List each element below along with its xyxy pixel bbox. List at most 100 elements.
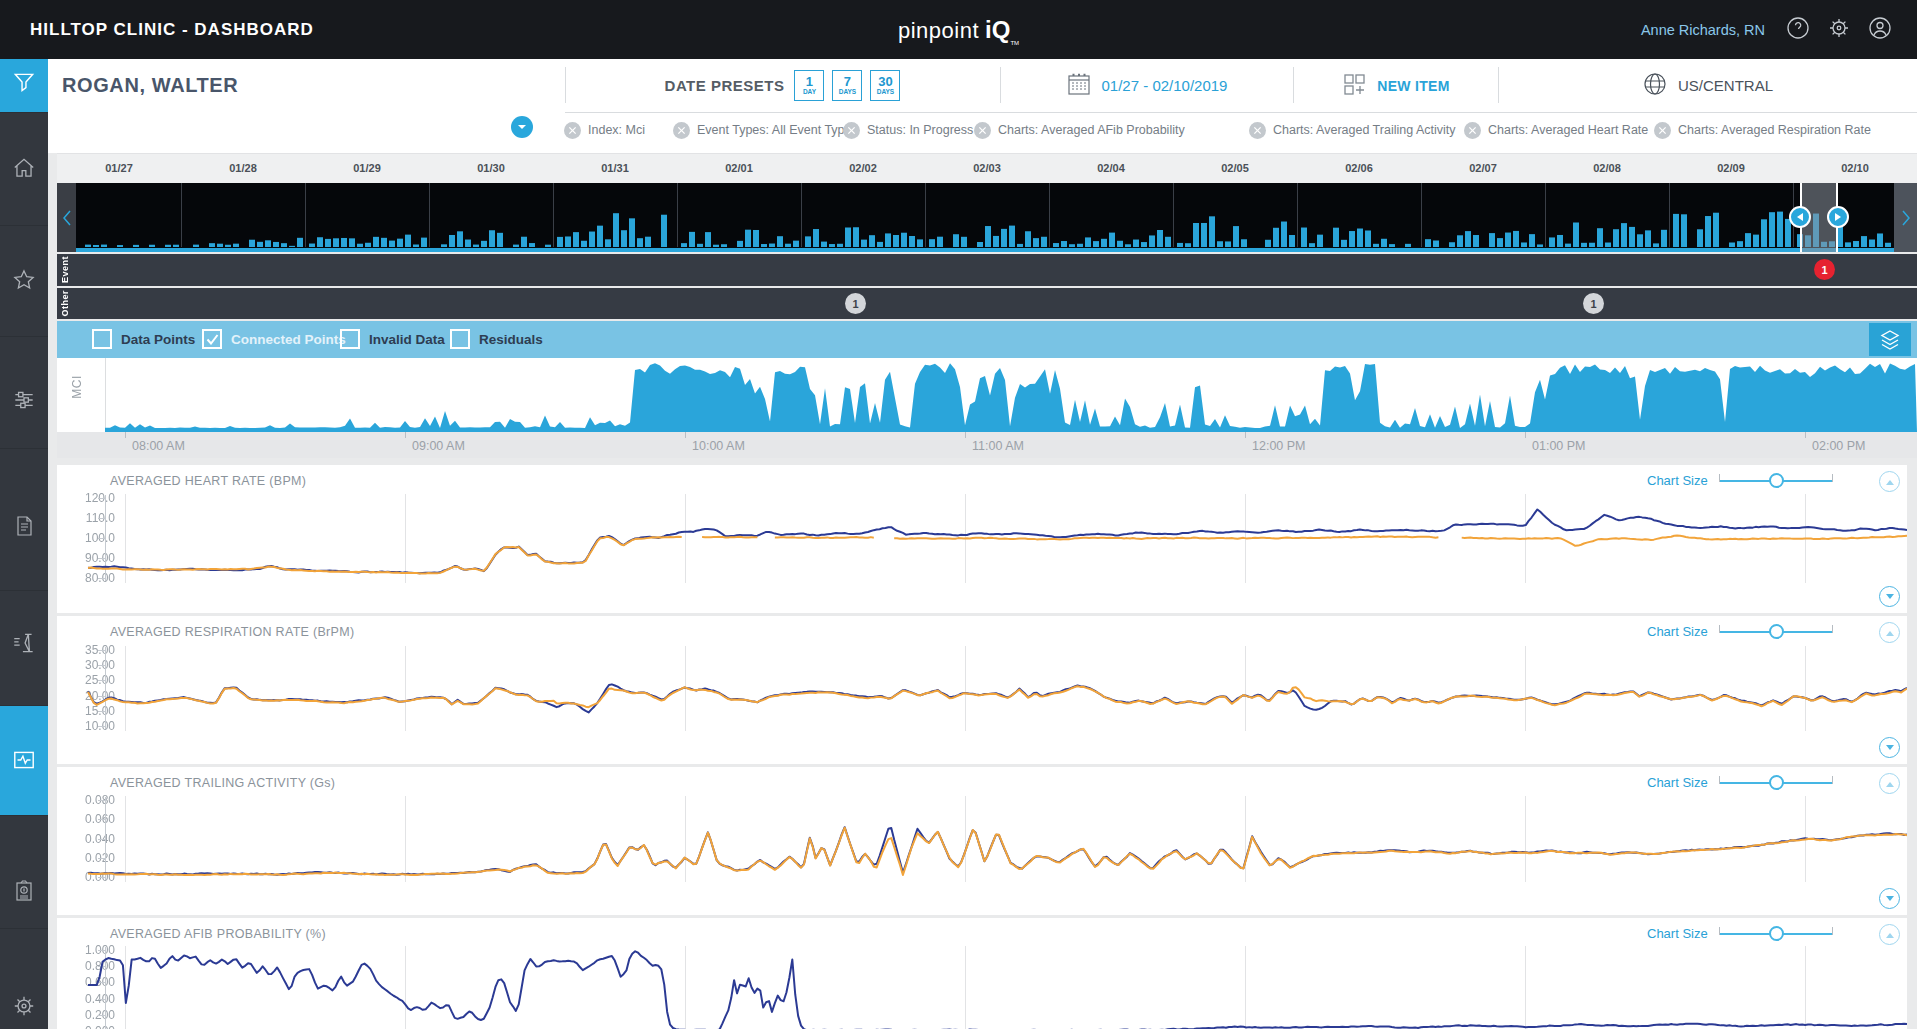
timeline-date-label: 02/08 <box>1545 162 1669 174</box>
slider-thumb[interactable] <box>1769 624 1784 639</box>
time-axis-label: 12:00 PM <box>1252 439 1306 453</box>
sidebar-item-home[interactable] <box>0 146 48 194</box>
selection-right-handle[interactable] <box>1827 206 1849 228</box>
timeline-date-label: 02/06 <box>1297 162 1421 174</box>
event-count-badge[interactable]: 1 <box>845 293 866 314</box>
timeline-row-other: Other11 <box>57 288 1917 319</box>
logo-bold: iQ <box>985 16 1010 43</box>
user-name[interactable]: Anne Richards, RN <box>1641 22 1765 38</box>
chart-canvas-afib[interactable] <box>57 944 1907 1029</box>
chart-size-control: Chart Size <box>1647 926 1833 941</box>
chart-size-slider[interactable] <box>1719 625 1833 639</box>
checkbox[interactable] <box>92 329 112 349</box>
time-axis-label: 11:00 AM <box>972 439 1024 453</box>
timezone-label[interactable]: US/CENTRAL <box>1678 77 1773 94</box>
preset-7-days-button[interactable]: 7DAYS <box>832 70 862 101</box>
new-item-label[interactable]: NEW ITEM <box>1377 78 1449 94</box>
time-axis-label: 01:00 PM <box>1532 439 1586 453</box>
selection-left-handle[interactable] <box>1789 206 1811 228</box>
date-range-value[interactable]: 01/27 - 02/10/2019 <box>1102 77 1228 94</box>
date-range-group[interactable]: 01/27 - 02/10/2019 <box>1000 59 1293 112</box>
collapse-up-button[interactable] <box>1879 773 1900 794</box>
chart-canvas-trail[interactable] <box>57 793 1907 898</box>
help-icon[interactable] <box>1786 16 1810 44</box>
legend-option-residuals[interactable]: Residuals <box>450 329 543 349</box>
legend-option-connected-points[interactable]: Connected Points <box>202 329 346 349</box>
collapse-up-button[interactable] <box>1879 924 1900 945</box>
new-item-button[interactable]: NEW ITEM <box>1293 59 1498 112</box>
chart-size-label: Chart Size <box>1647 624 1708 639</box>
preset-1-day-button[interactable]: 1DAY <box>794 70 824 101</box>
remove-filter-icon[interactable] <box>564 122 581 139</box>
event-count-badge[interactable]: 1 <box>1814 259 1835 280</box>
slider-thumb[interactable] <box>1769 473 1784 488</box>
divider <box>0 112 48 113</box>
remove-filter-icon[interactable] <box>1464 122 1481 139</box>
chart-section-afib: AVERAGED AFIB PROBABILITY (%)Chart Size1… <box>57 918 1907 1029</box>
sidebar-item-report[interactable] <box>0 869 48 917</box>
sidebar-item-filter[interactable] <box>0 61 48 109</box>
remove-filter-icon[interactable] <box>673 122 690 139</box>
chart-size-slider[interactable] <box>1719 776 1833 790</box>
divider <box>0 705 48 706</box>
time-axis-label: 10:00 AM <box>692 439 745 453</box>
chart-size-slider[interactable] <box>1719 927 1833 941</box>
time-axis-label: 02:00 PM <box>1812 439 1866 453</box>
filter-chip-label: Charts: Averaged Respiration Rate <box>1678 123 1871 137</box>
settings-icon <box>11 993 37 1023</box>
layers-button[interactable] <box>1869 323 1911 356</box>
slider-thumb[interactable] <box>1769 775 1784 790</box>
filter-chip[interactable]: Event Types: All Event Types <box>673 120 858 140</box>
collapse-up-button[interactable] <box>1879 471 1900 492</box>
timeline-scroll-right[interactable] <box>1894 183 1917 252</box>
legend-option-invalid-data[interactable]: Invalid Data <box>340 329 445 349</box>
sidebar-item-benchmark[interactable] <box>0 621 48 669</box>
filter-chip[interactable]: Status: In Progress <box>843 120 973 140</box>
settings-gear-icon[interactable] <box>1827 16 1851 44</box>
sidebar-item-monitoring[interactable] <box>0 738 48 786</box>
chart-canvas-hr[interactable] <box>57 491 1907 596</box>
home-icon <box>11 155 37 185</box>
filter-chip[interactable]: Index: Mci <box>564 120 645 140</box>
collapse-up-button[interactable] <box>1879 622 1900 643</box>
timeline-date-label: 02/04 <box>1049 162 1173 174</box>
chart-title: AVERAGED HEART RATE (BPM) <box>110 474 306 488</box>
remove-filter-icon[interactable] <box>974 122 991 139</box>
slider-thumb[interactable] <box>1769 926 1784 941</box>
chart-size-slider[interactable] <box>1719 474 1833 488</box>
chart-canvas-resp[interactable] <box>57 642 1907 747</box>
filter-chip[interactable]: Charts: Averaged Trailing Activity <box>1249 120 1456 140</box>
filter-chip[interactable]: Charts: Averaged Respiration Rate <box>1654 120 1871 140</box>
timeline-scroll-left[interactable] <box>57 183 76 252</box>
filter-chip[interactable]: Charts: Averaged Heart Rate <box>1464 120 1648 140</box>
timeline-date-label: 02/01 <box>677 162 801 174</box>
benchmark-icon <box>11 630 37 660</box>
checkbox[interactable] <box>202 329 222 349</box>
checkbox[interactable] <box>450 329 470 349</box>
remove-filter-icon[interactable] <box>843 122 860 139</box>
header-band: ROGAN, WALTER DATE PRESETS 1DAY7DAYS30DA… <box>48 59 1917 153</box>
sidebar-item-favorites[interactable] <box>0 258 48 306</box>
patient-expand-button[interactable] <box>511 116 533 138</box>
timeline-histogram[interactable] <box>57 183 1917 252</box>
sidebar-item-adjustments[interactable] <box>0 378 48 426</box>
remove-filter-icon[interactable] <box>1249 122 1266 139</box>
remove-filter-icon[interactable] <box>1654 122 1671 139</box>
profile-icon[interactable] <box>1868 16 1892 44</box>
divider <box>0 928 48 929</box>
sidebar-item-documents[interactable] <box>0 504 48 552</box>
sidebar-item-settings[interactable] <box>0 984 48 1029</box>
preset-unit: DAYS <box>839 89 856 96</box>
legend-label: Data Points <box>121 332 195 347</box>
time-tick <box>1245 432 1246 438</box>
chart-title: AVERAGED AFIB PROBABILITY (%) <box>110 927 326 941</box>
checkbox[interactable] <box>340 329 360 349</box>
legend-option-data-points[interactable]: Data Points <box>92 329 195 349</box>
timezone-group[interactable]: US/CENTRAL <box>1498 59 1917 112</box>
brand-logo: pinpointiQTM <box>0 0 1917 59</box>
preset-30-days-button[interactable]: 30DAYS <box>870 70 900 101</box>
timeline-date-label: 02/09 <box>1669 162 1793 174</box>
event-count-badge[interactable]: 1 <box>1583 293 1604 314</box>
timezone-globe-icon <box>1642 71 1668 101</box>
filter-chip[interactable]: Charts: Averaged AFib Probability <box>974 120 1185 140</box>
